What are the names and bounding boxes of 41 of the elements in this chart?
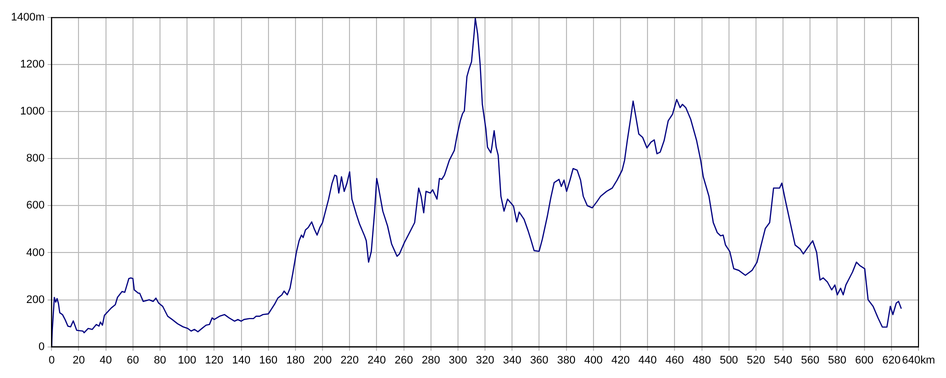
x-tick-label: 420 — [611, 354, 630, 366]
x-tick-label: 160 — [259, 354, 278, 366]
x-tick-label: 340 — [502, 354, 522, 366]
x-tick-label: 520 — [746, 354, 766, 366]
x-tick-label: 460 — [666, 354, 684, 366]
x-tick-label: 440 — [638, 354, 657, 366]
x-tick-label: 600 — [855, 354, 874, 366]
x-tick-label: 200 — [313, 354, 332, 366]
x-tick-label: 560 — [800, 354, 820, 366]
x-tick-label: 380 — [557, 354, 576, 366]
x-tick-label: 20 — [72, 354, 85, 366]
y-tick-label: 600 — [26, 200, 45, 212]
x-tick-label: 540 — [774, 354, 792, 366]
x-tick-label: 620 — [882, 354, 901, 366]
x-tick-label: 500 — [720, 354, 738, 366]
y-tick-label: 0 — [38, 340, 45, 353]
x-tick-label: 0 — [48, 354, 55, 366]
x-tick-label: 480 — [692, 354, 711, 366]
x-tick-label: 300 — [448, 354, 468, 366]
x-tick-label: 140 — [232, 354, 250, 366]
y-tick-label: 1400m — [10, 12, 45, 24]
x-tick-label: 100 — [178, 354, 196, 366]
y-tick-label: 400 — [26, 246, 45, 259]
x-tick-label: 360 — [530, 354, 548, 366]
x-tick-label: 260 — [394, 354, 413, 366]
y-tick-label: 200 — [26, 294, 45, 306]
y-tick-label: 1000 — [20, 106, 45, 118]
x-tick-label: 80 — [154, 354, 166, 366]
y-tick-label: 1200 — [20, 58, 45, 71]
x-tick-label: 60 — [126, 354, 140, 366]
x-tick-label: 240 — [368, 354, 386, 366]
x-tick-label: 40 — [100, 354, 112, 366]
y-tick-label: 800 — [26, 152, 45, 165]
x-tick-label: 400 — [584, 354, 603, 366]
x-tick-label: 180 — [286, 354, 305, 366]
x-tick-label: 220 — [340, 354, 359, 366]
x-tick-label: 640km — [902, 354, 936, 366]
x-tick-label: 320 — [476, 354, 494, 366]
x-tick-label: 280 — [422, 354, 440, 366]
x-tick-label: 580 — [828, 354, 846, 366]
x-tick-label: 120 — [204, 354, 224, 366]
